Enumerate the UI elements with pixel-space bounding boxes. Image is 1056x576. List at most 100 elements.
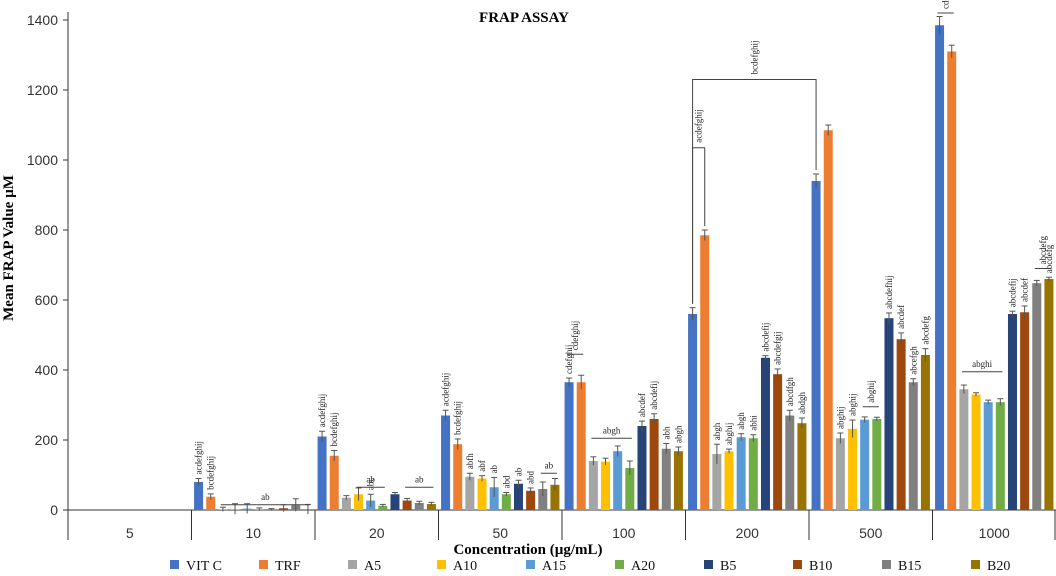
y-tick-label: 1200: [27, 82, 58, 98]
legend-item: B20: [971, 559, 1010, 574]
bar: [402, 500, 412, 510]
significance-label: ab: [489, 464, 499, 473]
legend-swatch: [615, 560, 624, 569]
bar: [441, 415, 451, 510]
bar: [896, 339, 906, 510]
series-a5: [218, 384, 969, 512]
significance-label: abghij: [835, 407, 845, 430]
legend-label: A20: [631, 559, 655, 574]
significance-label: bcdefghij: [329, 413, 339, 447]
legend-item: TRF: [259, 559, 301, 574]
bar: [712, 454, 722, 510]
significance-label: abcdefij: [1007, 278, 1017, 307]
legend: VIT C TRF A5 A10 A15 A20 B5 B10 B15 B20: [170, 559, 1010, 574]
significance-label: bcdefghij: [453, 401, 463, 435]
bar: [971, 394, 981, 510]
y-axis-label: Mean FRAP Value µM: [1, 175, 17, 321]
significance-label: ab: [366, 474, 375, 484]
significance-label: ab: [261, 492, 270, 502]
legend-item: A10: [437, 559, 477, 574]
bar: [550, 484, 560, 510]
significance-label: abhi: [748, 415, 758, 431]
legend-swatch: [526, 560, 535, 569]
bar: [1007, 314, 1017, 510]
bar: [884, 318, 894, 510]
bar: [995, 402, 1005, 510]
bar: [983, 402, 993, 510]
legend-label: TRF: [275, 559, 301, 574]
bar: [748, 438, 758, 510]
series-b20: [303, 276, 1054, 515]
significance-label: abf: [477, 460, 487, 472]
x-tick-label: 200: [736, 525, 760, 541]
bar: [959, 389, 969, 510]
bar: [872, 419, 882, 510]
comparison-bracket: [692, 79, 817, 304]
significance-label: cdefghij: [941, 0, 951, 9]
significance-label: abcdef: [637, 393, 647, 417]
legend-label: A10: [453, 559, 477, 574]
series-a20: [254, 398, 1005, 511]
bar: [773, 374, 783, 510]
significance-label: acdefghij: [441, 373, 451, 406]
x-tick-label: 100: [612, 525, 636, 541]
bar: [613, 451, 623, 510]
significance-label: abd: [501, 475, 511, 488]
significance-label: abghij: [724, 423, 734, 446]
bar: [453, 444, 463, 510]
bar: [538, 489, 548, 510]
bar: [785, 415, 795, 510]
bar: [477, 478, 487, 510]
bar: [860, 419, 870, 510]
bar: [724, 451, 734, 510]
legend-label: A15: [542, 559, 566, 574]
series-b5: [266, 310, 1017, 511]
significance-label: acdefghij: [317, 394, 327, 427]
series-a10: [230, 392, 981, 515]
legend-swatch: [971, 560, 980, 569]
legend-swatch: [348, 560, 357, 569]
bar: [588, 461, 598, 510]
legend-swatch: [793, 560, 802, 569]
bar: [947, 51, 957, 510]
significance-label: abcdefg: [920, 316, 930, 345]
significance-label: abc: [366, 478, 376, 491]
significance-label: abghi: [972, 359, 992, 369]
bar: [1032, 283, 1042, 510]
legend-swatch: [437, 560, 446, 569]
significance-label: abcdefg: [1038, 236, 1048, 265]
significance-label: abcefgh: [908, 346, 918, 375]
bar: [908, 382, 918, 510]
significance-label: abcdfgh: [785, 377, 795, 406]
bar: [1044, 279, 1054, 510]
significance-label: ab: [513, 467, 523, 476]
significance-label: abcdefg: [1044, 244, 1054, 273]
significance-label: abfh: [465, 453, 475, 469]
bar: [688, 314, 698, 510]
bar: [1020, 312, 1030, 510]
significance-label: abgh: [603, 425, 621, 435]
bar: [501, 494, 511, 510]
y-axis: 0 200 400 600 800 1000 1200 1400: [27, 12, 69, 518]
bar: [797, 423, 807, 510]
chart-title: FRAP ASSAY: [479, 10, 569, 26]
bar: [378, 505, 388, 510]
bar: [736, 437, 746, 510]
significance-annotations: acdefghij bcdefghijacdefghijbcdefghijabca…: [194, 0, 1054, 506]
legend-label: A5: [364, 559, 381, 574]
bar: [625, 468, 635, 510]
x-axis: 5 10 20 50 100 200 500 1000: [67, 509, 1056, 541]
series-trf: [206, 44, 957, 510]
legend-label: B15: [898, 559, 921, 574]
x-tick-label: 500: [859, 525, 883, 541]
series-b15: [291, 279, 1042, 512]
legend-label: B20: [987, 559, 1010, 574]
bar-series-group: [194, 16, 1054, 515]
bar: [526, 490, 536, 510]
significance-label: abcdefij: [649, 381, 659, 410]
significance-label: abcdef: [896, 305, 906, 329]
bar: [426, 504, 436, 510]
significance-label: abghij: [848, 394, 858, 417]
y-tick-label: 1400: [27, 12, 58, 28]
